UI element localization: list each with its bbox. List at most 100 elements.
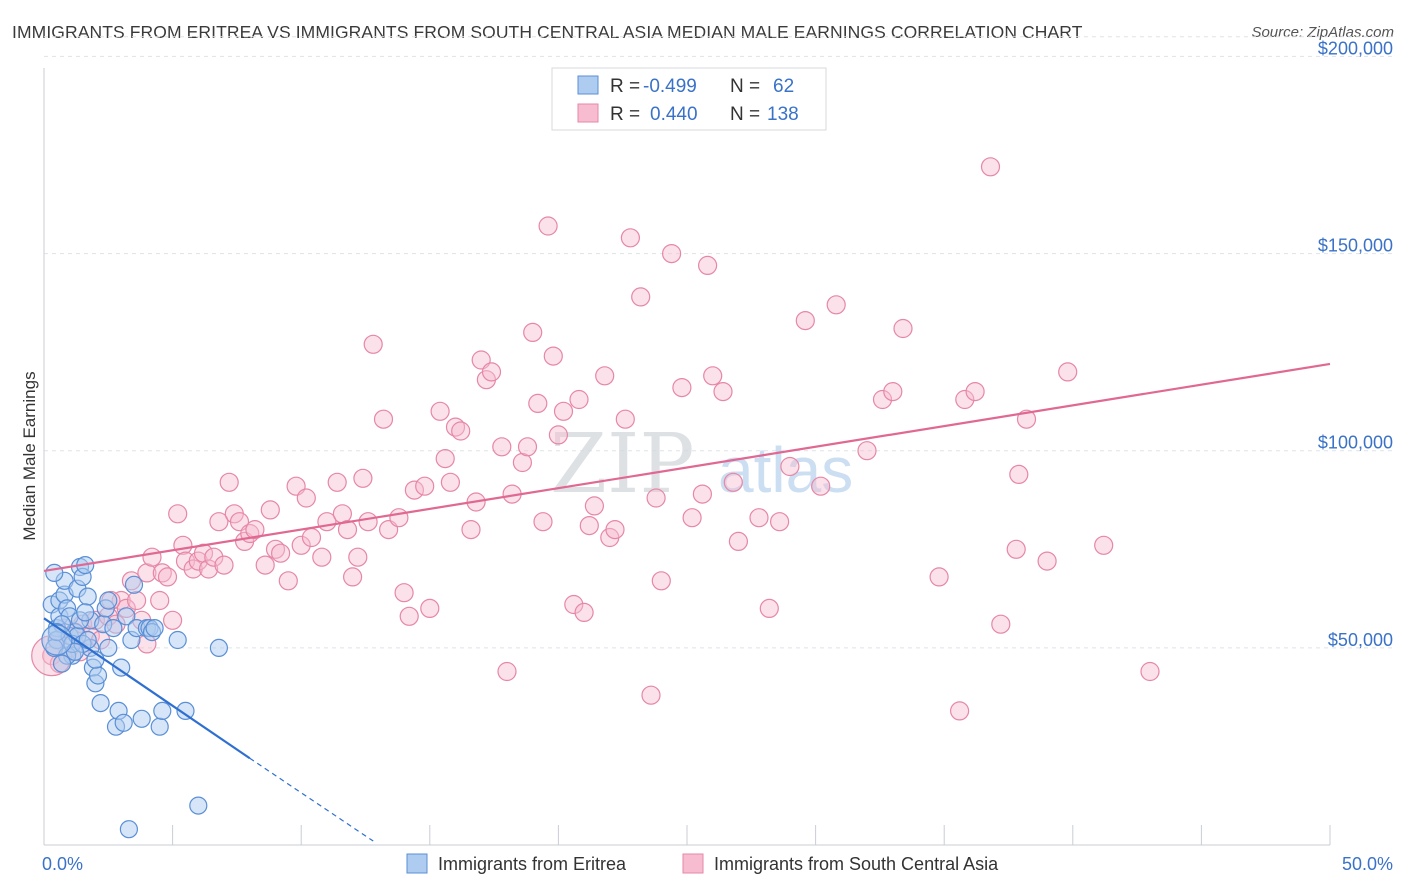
data-point-south-central-asia bbox=[209, 512, 229, 532]
data-point-south-central-asia bbox=[373, 409, 394, 429]
legend-r-value: -0.499 bbox=[643, 76, 697, 97]
x-tick-label: 50.0% bbox=[1342, 854, 1393, 874]
data-point-south-central-asia bbox=[780, 456, 800, 477]
data-point-south-central-asia bbox=[157, 567, 178, 587]
data-point-south-central-asia bbox=[1037, 551, 1057, 571]
watermark: ZIP atlas bbox=[550, 417, 853, 512]
data-point-eritrea bbox=[153, 701, 172, 721]
data-point-eritrea bbox=[168, 630, 187, 650]
data-point-south-central-asia bbox=[1094, 535, 1114, 555]
legend-n-value: 138 bbox=[767, 104, 799, 125]
data-point-south-central-asia bbox=[692, 484, 713, 504]
watermark-atlas: atlas bbox=[718, 434, 853, 506]
legend-swatch-sca bbox=[682, 853, 704, 874]
data-point-south-central-asia bbox=[965, 382, 985, 402]
x-axis bbox=[43, 825, 1331, 846]
data-point-eritrea bbox=[209, 638, 228, 658]
data-point-south-central-asia bbox=[399, 606, 419, 626]
data-point-south-central-asia bbox=[615, 409, 635, 429]
data-point-eritrea bbox=[112, 658, 131, 677]
data-point-south-central-asia bbox=[440, 472, 460, 492]
data-point-eritrea bbox=[45, 563, 64, 583]
data-point-south-central-asia bbox=[271, 543, 291, 563]
data-point-south-central-asia bbox=[260, 500, 280, 520]
data-point-south-central-asia bbox=[641, 685, 661, 705]
y-tick-labels: $50,000 $100,000 $150,000 $200,000 bbox=[1318, 38, 1393, 649]
data-point-eritrea bbox=[76, 603, 95, 622]
data-point-south-central-asia bbox=[533, 512, 553, 532]
data-point-south-central-asia bbox=[826, 295, 846, 315]
data-point-south-central-asia bbox=[749, 508, 769, 528]
data-point-south-central-asia bbox=[291, 535, 311, 555]
legend-n-value: 62 bbox=[773, 76, 794, 97]
y-tick-label: $50,000 bbox=[1328, 630, 1393, 650]
data-point-south-central-asia bbox=[312, 547, 332, 567]
data-point-south-central-asia bbox=[1140, 661, 1160, 682]
data-point-south-central-asia bbox=[759, 598, 779, 619]
watermark-zip: ZIP bbox=[550, 417, 695, 512]
data-point-south-central-asia bbox=[883, 382, 903, 402]
data-point-eritrea bbox=[176, 701, 195, 721]
data-point-south-central-asia bbox=[451, 421, 471, 441]
data-point-south-central-asia bbox=[584, 496, 605, 516]
data-point-south-central-asia bbox=[461, 519, 481, 540]
data-point-south-central-asia bbox=[872, 389, 893, 410]
data-point-eritrea bbox=[145, 618, 164, 638]
data-point-south-central-asia bbox=[363, 334, 383, 354]
series-eritrea bbox=[41, 555, 228, 839]
data-point-south-central-asia bbox=[219, 472, 239, 492]
data-point-eritrea bbox=[52, 654, 72, 673]
data-point-south-central-asia bbox=[661, 244, 682, 264]
data-point-south-central-asia bbox=[481, 362, 502, 382]
data-point-south-central-asia bbox=[857, 441, 877, 461]
legend-label-eritrea: Immigrants from Eritrea bbox=[438, 854, 627, 874]
data-point-south-central-asia bbox=[142, 547, 162, 567]
data-point-south-central-asia bbox=[517, 437, 538, 457]
data-point-south-central-asia bbox=[543, 346, 563, 366]
data-point-south-central-asia bbox=[713, 382, 733, 402]
data-point-south-central-asia bbox=[301, 527, 322, 548]
data-point-eritrea bbox=[124, 575, 144, 594]
trend-line-south-central-asia bbox=[43, 362, 1331, 573]
data-point-south-central-asia bbox=[1009, 464, 1029, 484]
trend-line-eritrea bbox=[43, 617, 251, 760]
y-tick-label: $100,000 bbox=[1318, 433, 1393, 453]
trend-line-eritrea-extension bbox=[249, 757, 374, 842]
data-point-south-central-asia bbox=[893, 318, 913, 339]
data-point-south-central-asia bbox=[1016, 409, 1037, 429]
data-point-south-central-asia bbox=[353, 468, 373, 488]
data-point-south-central-asia bbox=[415, 476, 435, 496]
y-tick-label: $200,000 bbox=[1318, 38, 1393, 58]
data-point-south-central-asia bbox=[348, 547, 368, 567]
data-point-south-central-asia bbox=[723, 472, 743, 492]
data-point-eritrea bbox=[150, 717, 169, 736]
data-point-eritrea bbox=[78, 587, 97, 606]
data-point-south-central-asia bbox=[127, 590, 147, 611]
data-point-eritrea bbox=[114, 713, 133, 732]
data-point-south-central-asia bbox=[728, 531, 749, 552]
data-point-south-central-asia bbox=[548, 425, 569, 445]
data-point-south-central-asia bbox=[394, 583, 414, 603]
data-point-south-central-asia bbox=[682, 508, 702, 528]
data-point-south-central-asia bbox=[949, 701, 970, 721]
data-point-south-central-asia bbox=[564, 594, 584, 615]
legend-n-label: N = bbox=[730, 104, 760, 125]
grid bbox=[44, 36, 1395, 649]
data-point-south-central-asia bbox=[245, 519, 265, 540]
data-point-south-central-asia bbox=[569, 389, 589, 410]
x-tick-labels: 0.0% 50.0% bbox=[42, 854, 1393, 874]
data-point-eritrea bbox=[88, 666, 108, 685]
data-point-south-central-asia bbox=[528, 393, 548, 413]
data-point-south-central-asia bbox=[703, 366, 723, 386]
data-point-south-central-asia bbox=[420, 598, 440, 619]
trend-lines bbox=[43, 362, 1331, 842]
correlation-legend: R = -0.499 N = 62 R = 0.440 N = 138 bbox=[551, 67, 827, 131]
legend-swatch-sca bbox=[577, 103, 599, 123]
data-point-south-central-asia bbox=[255, 555, 275, 575]
data-point-eritrea bbox=[99, 591, 118, 610]
data-point-eritrea bbox=[189, 796, 208, 815]
data-point-south-central-asia bbox=[204, 547, 224, 567]
data-point-south-central-asia bbox=[1058, 362, 1078, 382]
data-point-south-central-asia bbox=[327, 472, 347, 492]
data-point-eritrea bbox=[132, 709, 151, 728]
